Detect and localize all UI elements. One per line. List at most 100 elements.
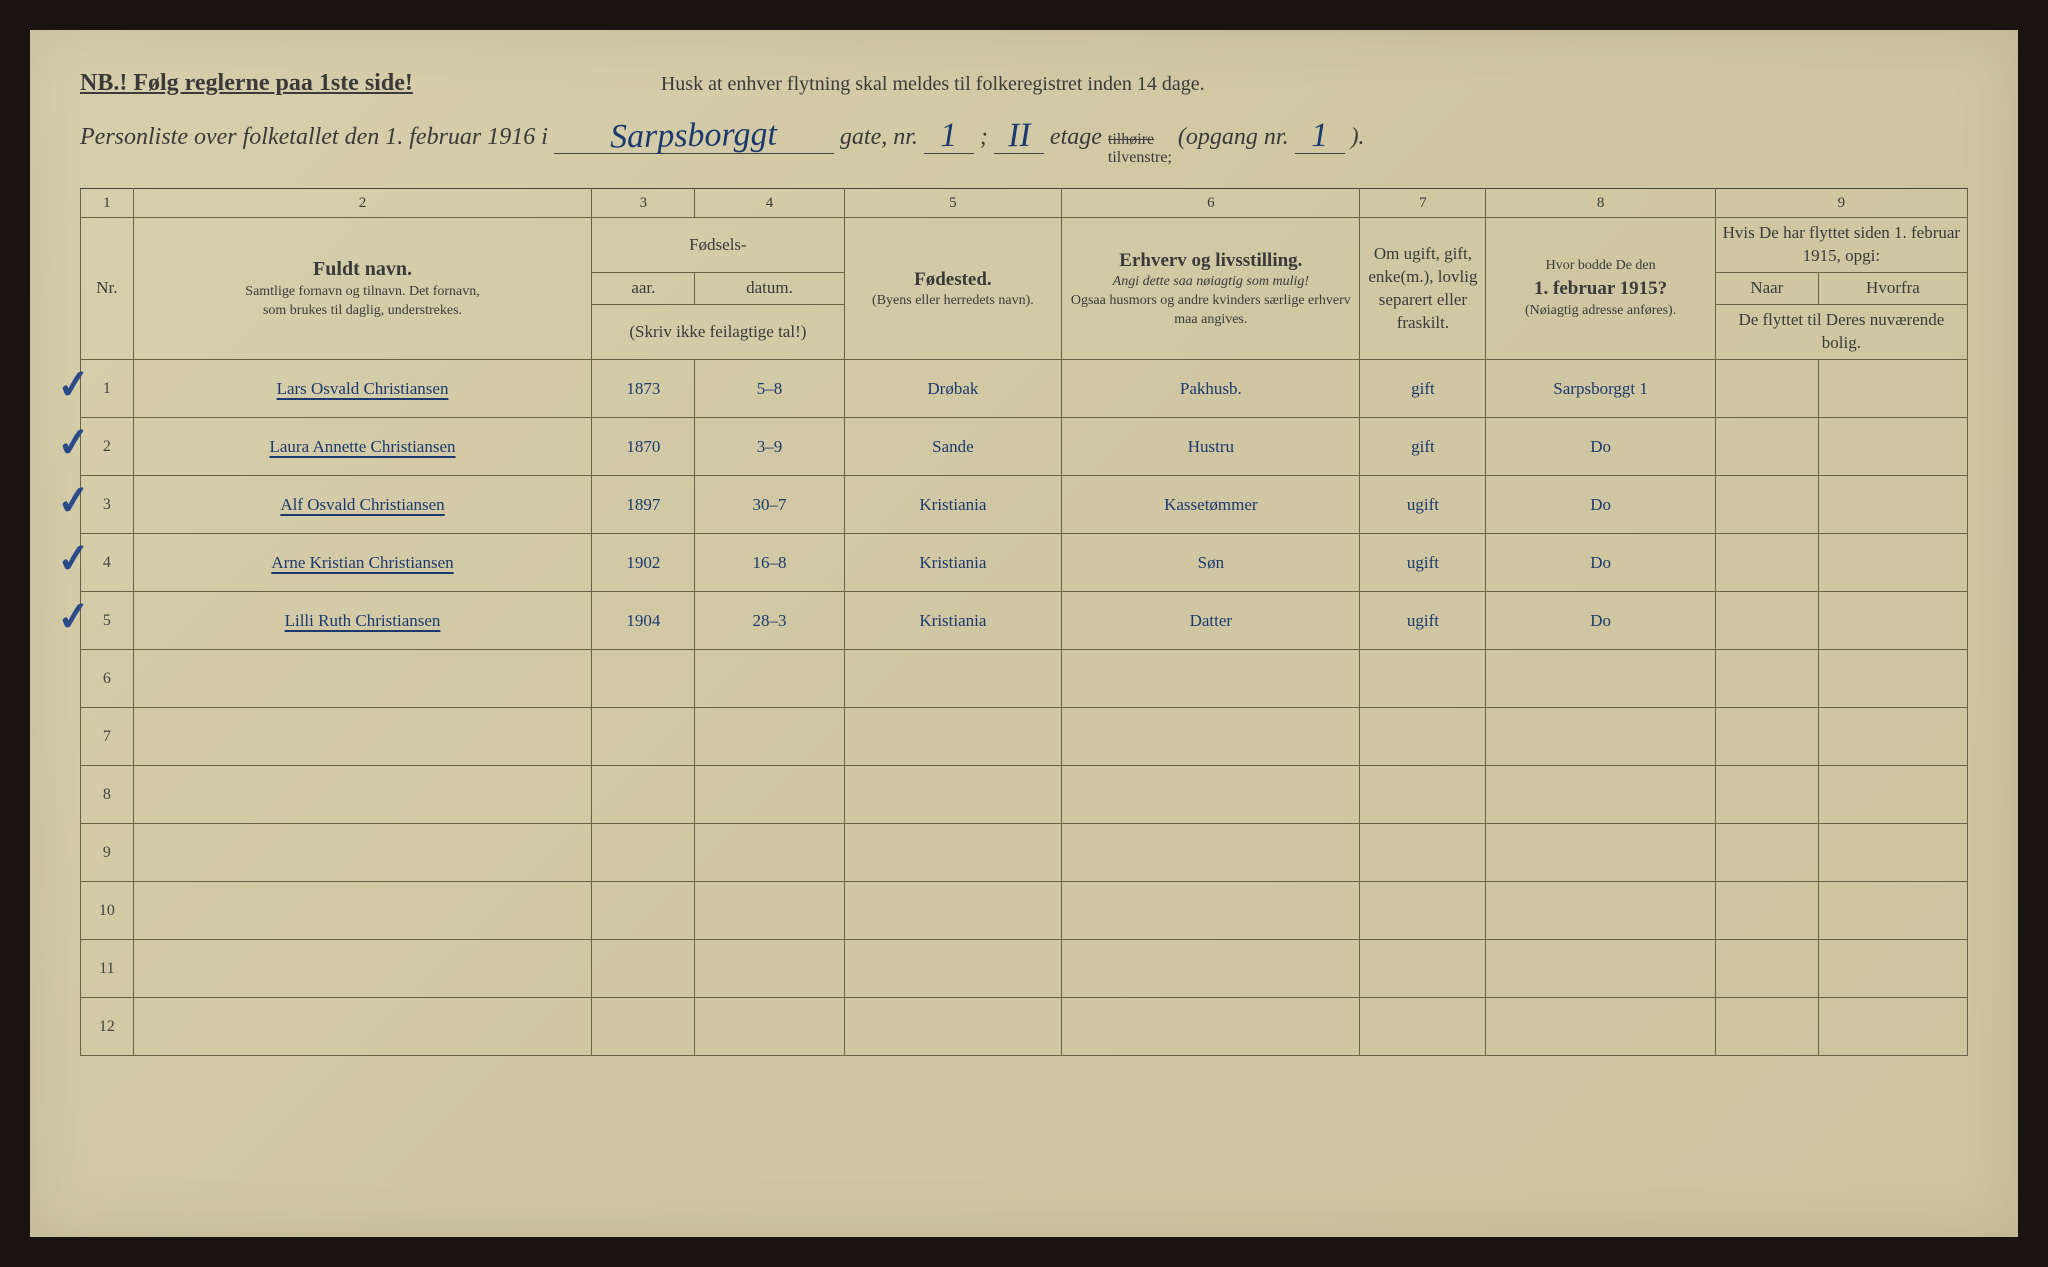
empty-cell [133,882,592,940]
empty-cell [133,998,592,1056]
occupation: Datter [1062,592,1360,650]
table-row-empty: 9 [81,824,1968,882]
tilhoire: tilhøire [1108,131,1154,148]
marital-status: ugift [1360,476,1486,534]
colnum-9: 9 [1715,189,1967,218]
empty-cell [1715,998,1818,1056]
birth-year: 1902 [592,534,695,592]
hdr-addr1915-a: Hvor bodde De den [1492,257,1708,276]
empty-cell [133,824,592,882]
full-name: Lilli Ruth Christiansen [133,592,592,650]
empty-cell [1818,708,1967,766]
table-row-empty: 7 [81,708,1968,766]
empty-cell [1062,824,1360,882]
empty-cell [1062,882,1360,940]
empty-cell [1715,824,1818,882]
row-number: 7 [81,708,134,766]
colnum-2: 2 [133,189,592,218]
occupation: Søn [1062,534,1360,592]
moved-date [1715,418,1818,476]
checkmark-icon: ✓ [55,535,92,584]
hdr-hvorfra: Hvorfra [1818,273,1967,305]
hdr-fodested-sub: (Byens eller herredets navn). [851,292,1056,311]
hdr-moved: Hvis De har flyttet siden 1. februar 191… [1715,218,1967,273]
empty-cell [592,708,695,766]
address-1915: Do [1486,534,1715,592]
empty-cell [844,708,1062,766]
full-name: Arne Kristian Christiansen [133,534,592,592]
empty-cell [1486,766,1715,824]
side-options: tilhøire tilvenstre; [1108,131,1172,166]
header-warning-line: NB.! Følg reglerne paa 1ste side! Husk a… [80,70,1968,97]
empty-cell [695,998,844,1056]
empty-cell [592,940,695,998]
empty-cell [592,766,695,824]
personliste-prefix: Personliste over folketallet den 1. febr… [80,124,548,151]
row-number: 10 [81,882,134,940]
empty-cell [1486,650,1715,708]
empty-cell [1818,940,1967,998]
table-row-empty: 10 [81,882,1968,940]
empty-cell [1715,650,1818,708]
empty-cell [1715,708,1818,766]
empty-cell [592,650,695,708]
occupation: Kassetømmer [1062,476,1360,534]
empty-cell [1360,708,1486,766]
table-row: ✓1Lars Osvald Christiansen18735–8DrøbakP… [81,360,1968,418]
row-number: ✓4 [81,534,134,592]
empty-cell [133,940,592,998]
empty-cell [1062,766,1360,824]
table-row: ✓4Arne Kristian Christiansen190216–8Kris… [81,534,1968,592]
moved-date [1715,476,1818,534]
empty-cell [1486,998,1715,1056]
hdr-marital: Om ugift, gift, enke(m.), lovlig separer… [1360,218,1486,360]
empty-cell [1715,940,1818,998]
empty-cell [1818,650,1967,708]
census-form-page: NB.! Følg reglerne paa 1ste side! Husk a… [30,30,2018,1237]
empty-cell [695,766,844,824]
etage-field: II [994,115,1044,154]
empty-cell [133,708,592,766]
birthplace: Sande [844,418,1062,476]
empty-cell [844,650,1062,708]
colnum-4: 4 [695,189,844,218]
hdr-naar: Naar [1715,273,1818,305]
hdr-erhverv: Erhverv og livsstilling. Angi dette saa … [1062,218,1360,360]
empty-cell [695,708,844,766]
hdr-fuldt-navn: Fuldt navn. [313,258,412,280]
full-name: Lars Osvald Christiansen [133,360,592,418]
hdr-nr: Nr. [81,218,134,360]
gate-nr-field: 1 [924,115,974,154]
empty-cell [1715,882,1818,940]
empty-cell [1062,650,1360,708]
empty-cell [844,940,1062,998]
empty-cell [695,824,844,882]
street-field: Sarpsborggt [554,115,834,154]
empty-cell [133,650,592,708]
marital-status: ugift [1360,592,1486,650]
moved-from [1818,534,1967,592]
empty-cell [844,882,1062,940]
empty-cell [844,824,1062,882]
hdr-aar-sub: (Skriv ikke feilagtige tal!) [592,305,844,360]
etage-label: etage [1050,124,1102,151]
gate-label: gate, nr. [840,124,918,151]
row-number: 8 [81,766,134,824]
birth-date: 30–7 [695,476,844,534]
birth-year: 1904 [592,592,695,650]
empty-cell [1715,766,1818,824]
moved-from [1818,418,1967,476]
occupation: Pakhusb. [1062,360,1360,418]
birthplace: Kristiania [844,476,1062,534]
hdr-addr1915: Hvor bodde De den 1. februar 1915? (Nøia… [1486,218,1715,360]
street-value: Sarpsborggt [610,116,778,157]
checkmark-icon: ✓ [55,477,92,526]
row-number: ✓2 [81,418,134,476]
empty-cell [1360,882,1486,940]
table-row-empty: 11 [81,940,1968,998]
hdr-erhverv-sub2: Ogsaa husmors og andre kvinders særlige … [1068,292,1353,330]
hdr-addr1915-date: 1. februar 1915? [1492,276,1708,302]
hdr-name-sub1: Samtlige fornavn og tilnavn. Det fornavn… [140,283,586,302]
row-number: 12 [81,998,134,1056]
empty-cell [1360,766,1486,824]
